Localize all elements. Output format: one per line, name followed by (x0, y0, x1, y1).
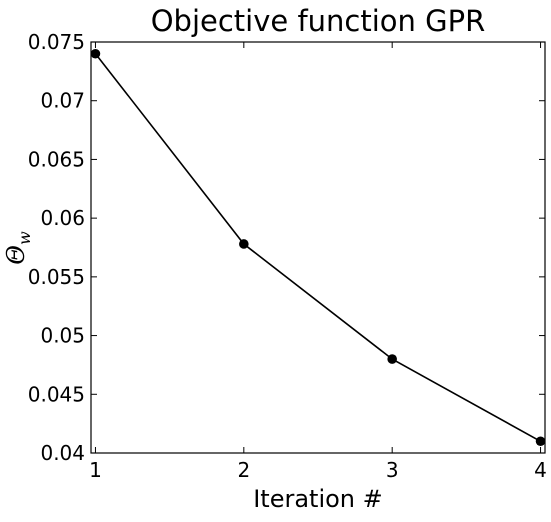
x-tick-label: 3 (386, 458, 399, 482)
y-tick-label: 0.04 (40, 441, 85, 465)
chart-title: Objective function GPR (151, 4, 486, 38)
y-tick-label: 0.075 (28, 30, 85, 54)
y-tick-label: 0.045 (28, 382, 85, 406)
x-tick-label: 1 (89, 458, 102, 482)
y-tick-label: 0.06 (40, 206, 85, 230)
data-point (387, 354, 397, 364)
plot-frame (90, 41, 546, 454)
x-axis-label: Iteration # (253, 485, 383, 513)
data-point (239, 239, 249, 249)
data-point (90, 48, 101, 59)
svg-text:Θw: Θw (2, 231, 34, 265)
plot-area: 0.04 0.045 0.05 0.055 0.06 0.065 0.07 0.075 1 2 3 4 (28, 30, 547, 482)
series-line (94, 53, 541, 442)
y-tick-label: 0.065 (28, 147, 85, 171)
y-axis-label: Θw (2, 231, 34, 265)
y-tick-label: 0.05 (40, 324, 85, 348)
x-tick-label: 2 (237, 458, 250, 482)
y-axis-label-subscript: w (15, 231, 34, 245)
y-tick-label: 0.055 (28, 265, 85, 289)
y-axis-label-main: Θ (2, 245, 30, 265)
data-point (535, 436, 546, 447)
x-tick-label: 4 (534, 458, 547, 482)
y-tick-label: 0.07 (40, 89, 85, 113)
